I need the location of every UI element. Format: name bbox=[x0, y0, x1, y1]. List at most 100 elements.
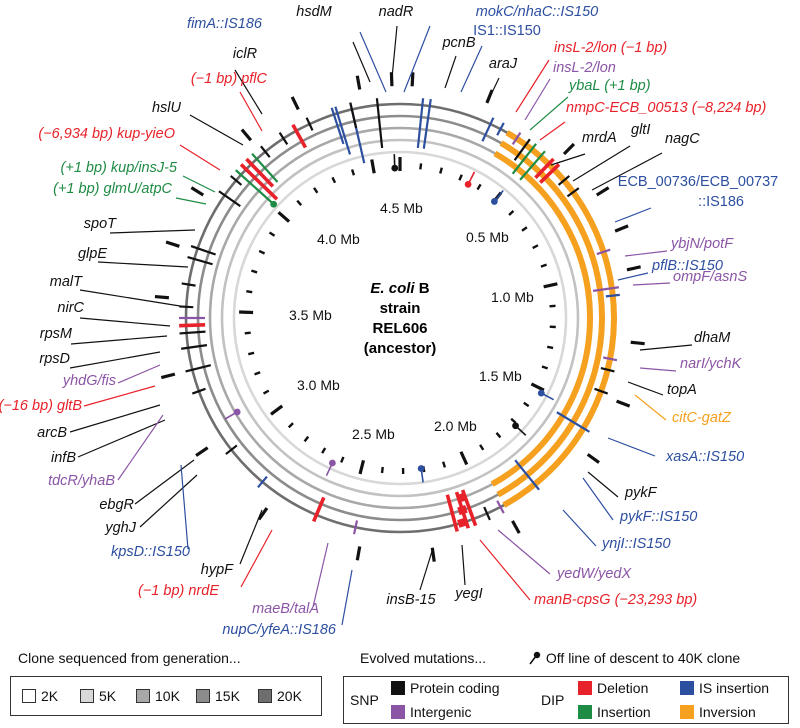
mutation-tick bbox=[375, 98, 384, 149]
gene-label: pykF::IS150 bbox=[619, 509, 697, 525]
gene-label: insL-2/lon (−1 bp) bbox=[554, 40, 667, 56]
scale-label: 2.0 Mb bbox=[434, 418, 477, 434]
outer-tick bbox=[355, 75, 362, 90]
inversion-arc bbox=[490, 150, 593, 487]
inversion-arc bbox=[502, 130, 617, 508]
gene-label: pflB::IS150 bbox=[651, 258, 723, 274]
leader-line bbox=[403, 25, 431, 93]
leader-line bbox=[180, 464, 189, 550]
leader-line bbox=[189, 114, 244, 146]
leader-line bbox=[539, 121, 566, 141]
gene-label: mrdA bbox=[582, 130, 617, 146]
mutation-tick bbox=[534, 157, 555, 179]
leader-line bbox=[639, 344, 693, 351]
outer-tick bbox=[630, 340, 645, 346]
mutation-tick bbox=[600, 367, 615, 373]
mutation-marks bbox=[154, 72, 645, 562]
leader-line bbox=[352, 41, 371, 83]
gene-label: rpsM bbox=[40, 326, 73, 342]
scale-label: 1.5 Mb bbox=[479, 368, 522, 384]
gene-label: nmpC-ECB_00513 (−8,224 bp) bbox=[566, 100, 766, 116]
gene-label: (−16 bp) gltB bbox=[0, 398, 82, 414]
deletion-block bbox=[457, 504, 468, 516]
mutation-legend-label: Deletion bbox=[597, 680, 649, 696]
mutation-tick bbox=[305, 117, 314, 131]
leader-line bbox=[182, 175, 216, 193]
leader-line bbox=[572, 145, 631, 182]
scale-tick bbox=[532, 244, 539, 250]
gene-label: malT bbox=[50, 274, 83, 290]
mutation-tick bbox=[257, 475, 268, 489]
mutation-tick bbox=[179, 330, 206, 335]
mutation-tick bbox=[291, 123, 308, 149]
title-line-4: (ancestor) bbox=[364, 340, 437, 357]
swatch bbox=[680, 705, 694, 719]
outer-tick bbox=[190, 186, 205, 197]
swatch bbox=[391, 681, 405, 695]
clone-legend-item: 10K bbox=[136, 688, 180, 704]
scale-tick bbox=[459, 451, 469, 466]
mutation-tick bbox=[566, 187, 580, 198]
clone-legend-item: 2K bbox=[22, 688, 58, 704]
mutation-tick bbox=[191, 387, 206, 395]
leader-line bbox=[79, 289, 181, 307]
swatch bbox=[578, 681, 592, 695]
gene-label: hypF bbox=[201, 562, 234, 578]
deletion-block bbox=[456, 492, 467, 503]
gene-label: dhaM bbox=[694, 330, 731, 346]
scale-label: 0.5 Mb bbox=[466, 229, 509, 245]
mutation-tick bbox=[229, 175, 243, 186]
scale-tick bbox=[458, 174, 463, 181]
mutation-tick bbox=[594, 387, 609, 395]
leader-line bbox=[634, 394, 667, 421]
gene-label: yhdG/fis bbox=[62, 373, 116, 389]
leader-line bbox=[632, 282, 671, 286]
gene-label: (+1 bp) glmU/atpC bbox=[53, 181, 172, 197]
outer-tick bbox=[614, 224, 629, 233]
leader-line bbox=[627, 381, 664, 396]
swatch bbox=[680, 681, 694, 695]
scale-tick bbox=[254, 371, 261, 376]
clone-legend-label: 15K bbox=[215, 688, 240, 704]
clone-legend-title: Clone sequenced from generation... bbox=[18, 650, 241, 666]
leader-line bbox=[582, 477, 614, 521]
mutation-legend-item: IS insertion bbox=[680, 680, 769, 696]
gene-label: insL-2/lon bbox=[553, 60, 616, 76]
gene-label: ynjI::IS150 bbox=[601, 536, 671, 552]
outer-tick bbox=[586, 453, 600, 464]
leader-line bbox=[234, 69, 263, 115]
off-line-legend: Off line of descent to 40K clone bbox=[528, 650, 740, 666]
mutation-tick bbox=[596, 248, 611, 256]
mutation-tick bbox=[592, 286, 620, 292]
mutation-tick bbox=[602, 356, 618, 362]
outer-tick bbox=[562, 142, 576, 156]
leader-line bbox=[117, 414, 164, 481]
gene-label: yghJ bbox=[104, 520, 136, 536]
scale-tick bbox=[287, 422, 294, 429]
leader-line bbox=[550, 153, 586, 166]
gene-label: hslU bbox=[152, 100, 182, 116]
scale-tick bbox=[331, 176, 337, 184]
swatch bbox=[80, 689, 94, 703]
scale-tick bbox=[270, 404, 284, 416]
gene-label: topA bbox=[667, 382, 697, 398]
leader-line bbox=[529, 96, 569, 131]
leader-line bbox=[479, 539, 531, 601]
gene-label: yedW/yedX bbox=[556, 566, 632, 582]
outer-tick bbox=[195, 446, 209, 457]
gene-label: nadR bbox=[379, 4, 414, 20]
swatch bbox=[136, 689, 150, 703]
gene-label: manB-cpsG (−23,293 bp) bbox=[534, 592, 697, 608]
scale-label: 4.5 Mb bbox=[380, 200, 423, 216]
gene-label: araJ bbox=[489, 56, 518, 72]
mutation-tick bbox=[311, 496, 326, 523]
inversion-arc bbox=[496, 140, 605, 498]
outer-tick bbox=[154, 294, 170, 300]
leader-line bbox=[562, 509, 597, 547]
scale-tick bbox=[543, 282, 558, 289]
mutation-tick bbox=[557, 175, 571, 186]
leader-line bbox=[239, 509, 263, 565]
leader-line bbox=[486, 77, 500, 104]
leader-line bbox=[83, 385, 156, 407]
